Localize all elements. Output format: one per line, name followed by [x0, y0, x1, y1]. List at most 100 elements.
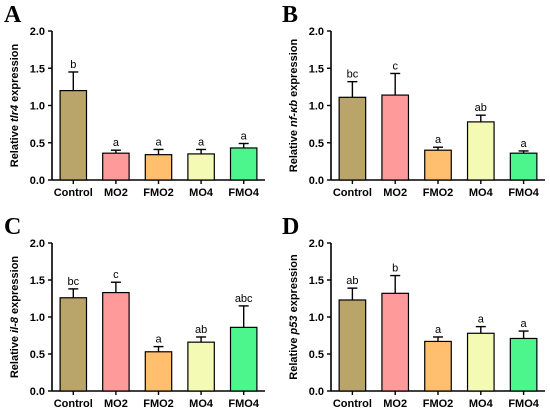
- y-tick-label: 0.5: [30, 349, 45, 361]
- x-tick-label: MO2: [104, 187, 128, 199]
- significance-label: c: [113, 269, 119, 281]
- x-tick-label: FMO4: [228, 187, 259, 199]
- significance-label: a: [155, 136, 162, 148]
- x-tick-label: MO2: [383, 187, 407, 199]
- bar-mo4: [187, 153, 215, 181]
- y-axis-label-prefix: Relative: [288, 334, 300, 379]
- significance-label: a: [521, 318, 528, 330]
- y-tick-label: 0.0: [30, 386, 45, 398]
- y-tick-label: 1.0: [30, 312, 45, 324]
- bar-fmo2: [144, 351, 173, 392]
- bar-mo4: [466, 332, 495, 392]
- x-tick-label: MO4: [189, 398, 214, 408]
- y-tick-label: 0.0: [30, 175, 45, 187]
- chart-panel-d: D Relative p53 expression 0.0 0.5 1.0 1.5 2.0 a…: [282, 214, 545, 408]
- bar-fmo2: [424, 340, 452, 392]
- bar-mo2: [381, 292, 410, 392]
- y-tick-label: 0.5: [309, 349, 324, 361]
- significance-label: a: [478, 314, 485, 326]
- significance-label: c: [392, 60, 398, 72]
- y-axis-label-suffix: expression: [9, 43, 21, 104]
- significance-label: bc: [67, 276, 79, 288]
- x-tick-label: MO4: [469, 398, 494, 408]
- y-tick-label: 1.0: [309, 312, 324, 324]
- x-tick-label: Control: [333, 398, 372, 408]
- significance-label: ab: [195, 324, 207, 336]
- x-tick-label: Control: [54, 187, 93, 199]
- significance-label: a: [521, 138, 528, 150]
- y-tick-label: 0.0: [309, 386, 324, 398]
- y-tick-label: 2.0: [30, 26, 45, 38]
- x-tick-label: FMO4: [508, 187, 539, 199]
- significance-label: a: [155, 334, 162, 346]
- y-tick-label: 0.5: [309, 138, 324, 150]
- significance-label: a: [435, 324, 442, 336]
- x-tick-label: FMO4: [508, 398, 539, 408]
- y-axis-label-suffix: expression: [288, 254, 300, 315]
- bar-control: [59, 89, 88, 181]
- y-tick-label: 1.5: [30, 275, 45, 287]
- bar-control: [338, 299, 367, 392]
- x-tick-label: MO4: [469, 187, 494, 199]
- y-tick-label: 0.0: [309, 175, 324, 187]
- significance-label: abc: [235, 293, 253, 305]
- bar-fmo4: [509, 152, 538, 181]
- bar-control: [338, 96, 367, 181]
- y-axis-label-prefix: Relative: [288, 127, 300, 172]
- y-tick-label: 1.0: [30, 101, 45, 113]
- y-tick-label: 0.5: [30, 138, 45, 150]
- bar-control: [59, 297, 88, 392]
- significance-label: a: [435, 134, 442, 146]
- y-axis-label-gene: p53: [288, 315, 300, 335]
- significance-label: a: [241, 130, 248, 142]
- y-tick-label: 2.0: [30, 238, 45, 250]
- bar-fmo2: [424, 149, 452, 181]
- x-tick-label: MO4: [189, 187, 214, 199]
- panel-letter: C: [4, 214, 21, 240]
- x-tick-label: MO2: [383, 398, 407, 408]
- chart-panel-c: C Relative il-8 expression 0.0 0.5 1.0 1.5 2.0…: [4, 214, 265, 408]
- bar-mo2: [102, 291, 130, 392]
- x-tick-label: FMO2: [143, 398, 174, 408]
- bar-mo2: [102, 152, 130, 181]
- y-tick-label: 1.5: [309, 63, 324, 75]
- y-axis-label-gene: nf-κb: [288, 100, 300, 127]
- y-tick-label: 1.5: [30, 63, 45, 75]
- significance-label: a: [113, 137, 120, 149]
- y-axis-label: Relative nf-κb expression: [288, 39, 300, 173]
- significance-label: bc: [347, 69, 359, 81]
- x-tick-label: FMO4: [228, 398, 259, 408]
- y-axis-label-gene: il-8: [9, 316, 21, 333]
- bar-mo4: [466, 121, 495, 181]
- significance-label: b: [70, 59, 76, 71]
- significance-label: b: [392, 263, 398, 275]
- x-tick-label: MO2: [104, 398, 128, 408]
- chart-panel-b: B Relative nf-κb expression 0.0 0.5 1.0 1.5 2.…: [282, 2, 545, 199]
- y-tick-label: 2.0: [309, 238, 324, 250]
- x-tick-label: FMO2: [423, 398, 454, 408]
- y-axis-label-prefix: Relative: [9, 333, 21, 378]
- y-axis-label-gene: tlr4: [9, 105, 21, 122]
- y-axis-label: Relative tlr4 expression: [9, 43, 21, 167]
- x-tick-label: FMO2: [423, 187, 454, 199]
- bar-fmo4: [229, 147, 258, 181]
- significance-label: a: [198, 136, 205, 148]
- y-axis-label-suffix: expression: [288, 39, 300, 100]
- panel-letter: B: [282, 2, 298, 28]
- x-tick-label: Control: [333, 187, 372, 199]
- significance-label: ab: [475, 102, 487, 114]
- y-axis-label-prefix: Relative: [9, 122, 21, 167]
- y-tick-label: 2.0: [309, 26, 324, 38]
- y-axis-label-suffix: expression: [9, 256, 21, 317]
- x-tick-label: FMO2: [143, 187, 174, 199]
- chart-panel-a: A Relative tlr4 expression 0.0 0.5 1.0 1.5 2.0…: [4, 2, 265, 199]
- significance-label: ab: [346, 275, 358, 287]
- y-tick-label: 1.0: [309, 101, 324, 113]
- x-tick-label: Control: [54, 398, 93, 408]
- panel-letter: A: [4, 2, 22, 28]
- y-axis-label: Relative p53 expression: [288, 254, 300, 380]
- bar-fmo4: [229, 326, 258, 392]
- y-axis-label: Relative il-8 expression: [9, 256, 21, 379]
- bar-fmo4: [509, 337, 538, 392]
